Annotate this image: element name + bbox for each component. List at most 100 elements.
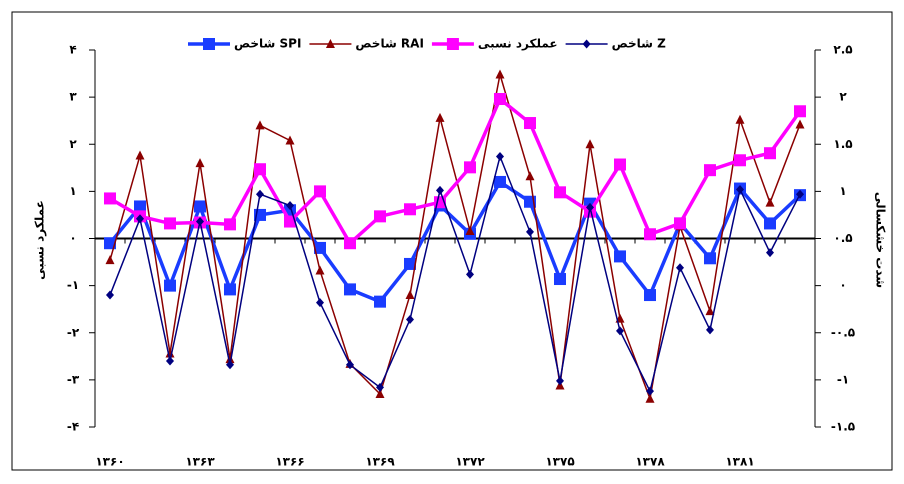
data-point — [165, 348, 175, 358]
data-point — [795, 119, 805, 129]
data-point — [526, 227, 534, 237]
data-point — [254, 163, 266, 176]
x-tick-label: ۱۳۶۰ — [95, 455, 124, 469]
data-point — [226, 360, 234, 370]
data-point — [344, 283, 356, 296]
data-point — [704, 164, 716, 177]
x-tick-label: ۱۳۶۳ — [185, 455, 215, 469]
y-tick-label: -۲ — [67, 325, 80, 339]
series-line — [109, 74, 801, 402]
data-point — [344, 237, 356, 250]
data-point — [766, 248, 774, 258]
data-point — [106, 290, 114, 300]
data-point — [375, 389, 385, 399]
data-point — [315, 265, 325, 275]
x-tick-label: ۱۳۶۶ — [275, 455, 304, 469]
data-point — [645, 393, 655, 403]
data-point — [436, 185, 444, 195]
data-point — [135, 150, 145, 160]
data-point — [764, 217, 776, 230]
x-tick-label: ۱۳۸۱ — [725, 455, 754, 469]
legend-swatch-marker — [203, 38, 215, 50]
data-point — [616, 326, 624, 336]
legend-label: شاخص SPI — [234, 37, 301, 51]
y2-tick-label: ۱ — [839, 184, 846, 198]
data-point — [314, 185, 326, 198]
data-point — [164, 279, 176, 292]
y2-tick-label: ۲ — [839, 90, 847, 104]
data-point — [705, 306, 715, 316]
data-point — [406, 315, 414, 325]
data-point — [224, 283, 236, 296]
y-tick-label: ۰ — [69, 231, 76, 245]
data-point — [376, 382, 384, 392]
legend-label: شاخص RAI — [355, 37, 424, 51]
data-point — [136, 214, 144, 224]
chart-frame — [11, 11, 893, 471]
data-point — [554, 273, 566, 286]
data-point — [465, 225, 475, 235]
y-axis-title: عملکرد نسبی — [33, 200, 47, 280]
data-point — [466, 269, 474, 279]
data-point — [676, 263, 684, 273]
data-point — [674, 217, 686, 230]
y-tick-label: ۳ — [69, 90, 77, 104]
data-point — [524, 117, 536, 130]
data-point — [314, 241, 326, 254]
data-point — [585, 139, 595, 149]
y2-tick-label: ۰.۵ — [833, 231, 852, 245]
data-point — [464, 161, 476, 174]
data-point — [794, 105, 806, 118]
data-point — [104, 192, 116, 205]
x-tick-label: ۱۳۷۸ — [635, 455, 665, 469]
data-point — [105, 255, 115, 265]
legend-label: عملکرد نسبی — [478, 37, 558, 51]
data-point — [256, 189, 264, 199]
data-point — [704, 252, 716, 265]
y2-tick-label: -۱.۵ — [831, 420, 855, 434]
data-point — [644, 228, 656, 241]
data-point — [796, 189, 804, 199]
data-point — [734, 154, 746, 167]
data-point — [194, 200, 206, 213]
y-tick-label: -۱ — [67, 278, 79, 292]
data-point — [286, 201, 294, 211]
data-point — [285, 135, 295, 145]
y-tick-label: ۲ — [69, 137, 77, 151]
y-tick-label: ۴ — [69, 43, 76, 57]
data-point — [614, 250, 626, 263]
y-tick-label: -۳ — [67, 372, 80, 386]
data-point — [255, 120, 265, 130]
data-point — [284, 215, 296, 228]
series-line — [109, 154, 801, 394]
legend-swatch-marker — [446, 38, 459, 50]
data-point — [195, 158, 205, 168]
data-point — [494, 93, 506, 106]
data-point — [225, 354, 235, 364]
data-point — [346, 360, 354, 370]
y2-tick-label: ۱.۵ — [833, 137, 852, 151]
data-point — [736, 184, 744, 194]
x-tick-label: ۱۳۷۵ — [545, 455, 574, 469]
data-point — [646, 386, 654, 396]
y2-tick-label: ۲.۵ — [833, 43, 852, 57]
x-tick-label: ۱۳۷۲ — [455, 455, 485, 469]
data-point — [494, 175, 506, 188]
data-point — [134, 200, 146, 213]
data-point — [614, 158, 626, 171]
legend-swatch-marker — [582, 39, 591, 49]
data-point — [706, 325, 714, 335]
data-point — [554, 186, 566, 199]
data-point — [435, 112, 445, 122]
data-point — [586, 202, 594, 212]
data-point — [404, 257, 416, 270]
data-point — [196, 217, 204, 227]
y2-axis-title: شدت خشکسالی — [874, 192, 888, 288]
y-tick-label: -۴ — [67, 420, 79, 434]
data-point — [404, 203, 416, 216]
y2-tick-label: -۱ — [837, 372, 849, 386]
data-point — [164, 217, 176, 230]
y-tick-label: ۱ — [69, 184, 76, 198]
data-point — [644, 289, 656, 302]
